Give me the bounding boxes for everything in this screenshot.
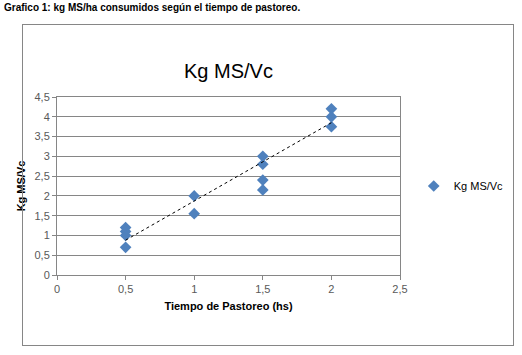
svg-text:1: 1 (191, 283, 197, 295)
svg-text:Tiempo de Pastoreo (hs): Tiempo de Pastoreo (hs) (164, 300, 292, 312)
svg-text:0,5: 0,5 (35, 249, 50, 261)
svg-text:2,5: 2,5 (35, 170, 50, 182)
svg-text:Kg MS/Vc: Kg MS/Vc (15, 161, 27, 212)
svg-text:3,5: 3,5 (35, 130, 50, 142)
svg-text:1,5: 1,5 (35, 210, 50, 222)
svg-text:2: 2 (44, 190, 50, 202)
svg-text:4: 4 (44, 111, 50, 123)
svg-text:Kg MS/Vc: Kg MS/Vc (454, 180, 503, 192)
svg-text:3: 3 (44, 150, 50, 162)
svg-text:0,5: 0,5 (118, 283, 133, 295)
svg-text:4,5: 4,5 (35, 91, 50, 103)
svg-text:2,5: 2,5 (392, 283, 407, 295)
svg-text:1,5: 1,5 (255, 283, 270, 295)
svg-text:Grafico 1: kg MS/ha consumidos: Grafico 1: kg MS/ha consumidos según el … (4, 2, 300, 13)
svg-text:1: 1 (44, 229, 50, 241)
svg-text:0: 0 (44, 269, 50, 281)
svg-text:0: 0 (54, 283, 60, 295)
svg-text:2: 2 (328, 283, 334, 295)
svg-text:Kg MS/Vc: Kg MS/Vc (184, 60, 273, 82)
